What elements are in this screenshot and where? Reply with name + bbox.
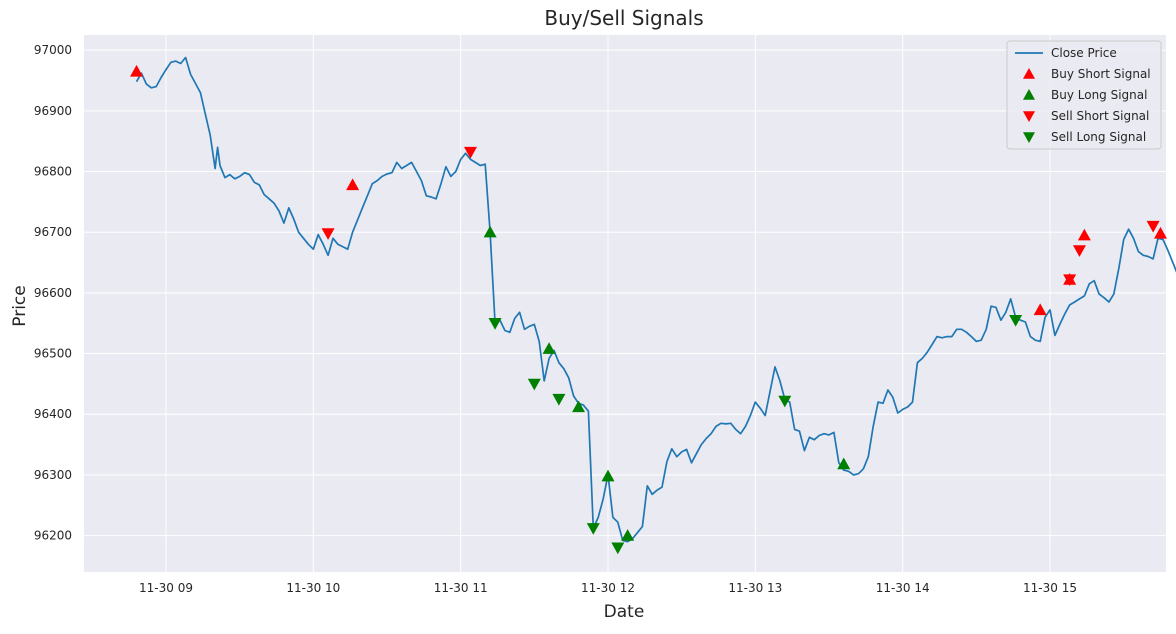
legend-entry: Buy Short Signal [1051, 67, 1151, 81]
y-tick-label: 96700 [34, 225, 72, 239]
y-tick-labels: 96200 96300 96400 96500 96600 96700 96800 96900… [34, 43, 72, 542]
y-tick-label: 96200 [34, 529, 72, 543]
y-axis-label: Price [10, 285, 30, 326]
x-tick-label: 11-30 11 [434, 581, 488, 595]
y-tick-label: 96400 [34, 407, 72, 421]
legend-entry: Close Price [1051, 46, 1117, 60]
legend-entry: Sell Short Signal [1051, 109, 1149, 123]
x-tick-label: 11-30 14 [876, 581, 930, 595]
y-tick-label: 96600 [34, 286, 72, 300]
y-tick-label: 96900 [34, 104, 72, 118]
y-tick-label: 96300 [34, 468, 72, 482]
x-tick-label: 11-30 10 [286, 581, 340, 595]
x-tick-label: 11-30 15 [1023, 581, 1077, 595]
chart-title: Buy/Sell Signals [544, 6, 703, 30]
plot-background [84, 35, 1166, 572]
legend-entry: Sell Long Signal [1051, 130, 1146, 144]
x-tick-label: 11-30 09 [139, 581, 193, 595]
x-tick-label: 11-30 12 [581, 581, 635, 595]
x-tick-labels: 11-30 09 11-30 10 11-30 11 11-30 12 11-30 13… [139, 581, 1077, 595]
legend-entry: Buy Long Signal [1051, 88, 1147, 102]
x-tick-label: 11-30 13 [728, 581, 782, 595]
y-tick-label: 97000 [34, 43, 72, 57]
legend: Close Price Buy Short Signal Buy Long Sign… [1007, 41, 1161, 149]
y-tick-label: 96500 [34, 347, 72, 361]
y-tick-label: 96800 [34, 165, 72, 179]
x-axis-label: Date [604, 602, 645, 622]
